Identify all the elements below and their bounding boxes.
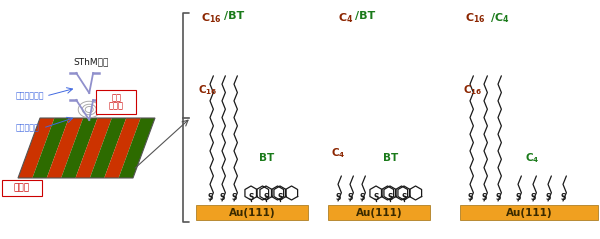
Polygon shape [61,118,97,178]
FancyBboxPatch shape [196,205,308,220]
Text: 輻射: 輻射 [111,93,121,103]
Text: $\mathregular{C_{16}}$: $\mathregular{C_{16}}$ [463,83,482,97]
Text: S: S [208,193,212,202]
Text: S: S [401,193,407,202]
Text: S: S [481,193,487,202]
Text: S: S [232,193,236,202]
Text: Au(111): Au(111) [506,208,553,218]
FancyBboxPatch shape [460,205,598,220]
Text: $\mathregular{C_{16}}$: $\mathregular{C_{16}}$ [198,83,217,97]
FancyBboxPatch shape [96,90,136,114]
Text: Au(111): Au(111) [229,208,275,218]
Text: 熱輸送: 熱輸送 [109,102,124,110]
Text: BT: BT [383,153,398,163]
Text: /BT: /BT [224,11,244,21]
Text: S: S [220,193,224,202]
Text: S: S [388,193,392,202]
Text: BT: BT [259,153,274,163]
Polygon shape [104,118,140,178]
Text: S: S [248,193,254,202]
Text: S: S [496,193,500,202]
Text: Au(111): Au(111) [356,208,403,218]
Text: $\mathregular{C_{16}}$: $\mathregular{C_{16}}$ [465,11,485,25]
Polygon shape [32,118,69,178]
Text: $\mathregular{C_4}$: $\mathregular{C_4}$ [525,151,539,165]
Text: $\mathregular{C_{16}}$: $\mathregular{C_{16}}$ [201,11,221,25]
Text: $\mathregular{C_4}$: $\mathregular{C_4}$ [338,11,353,25]
Polygon shape [18,118,55,178]
Text: S: S [335,193,341,202]
Text: 非接触モード: 非接触モード [16,92,44,101]
Text: SThM探針: SThM探針 [74,57,109,66]
Text: /BT: /BT [355,11,375,21]
FancyBboxPatch shape [2,180,42,196]
Polygon shape [47,118,83,178]
Text: S: S [359,193,365,202]
Text: $\mathregular{C_4}$: $\mathregular{C_4}$ [331,146,346,160]
Text: 接触モード: 接触モード [16,124,40,132]
Text: S: S [467,193,473,202]
Text: S: S [263,193,269,202]
Text: S: S [277,193,283,202]
Text: S: S [560,193,566,202]
Text: S: S [347,193,353,202]
Text: 熱伝導: 熱伝導 [14,184,30,192]
Polygon shape [90,118,126,178]
FancyBboxPatch shape [328,205,430,220]
Text: /$\mathregular{C_4}$: /$\mathregular{C_4}$ [490,11,509,25]
Text: S: S [545,193,551,202]
Polygon shape [76,118,112,178]
Text: S: S [530,193,536,202]
Text: S: S [515,193,521,202]
Text: S: S [373,193,379,202]
Polygon shape [119,118,155,178]
